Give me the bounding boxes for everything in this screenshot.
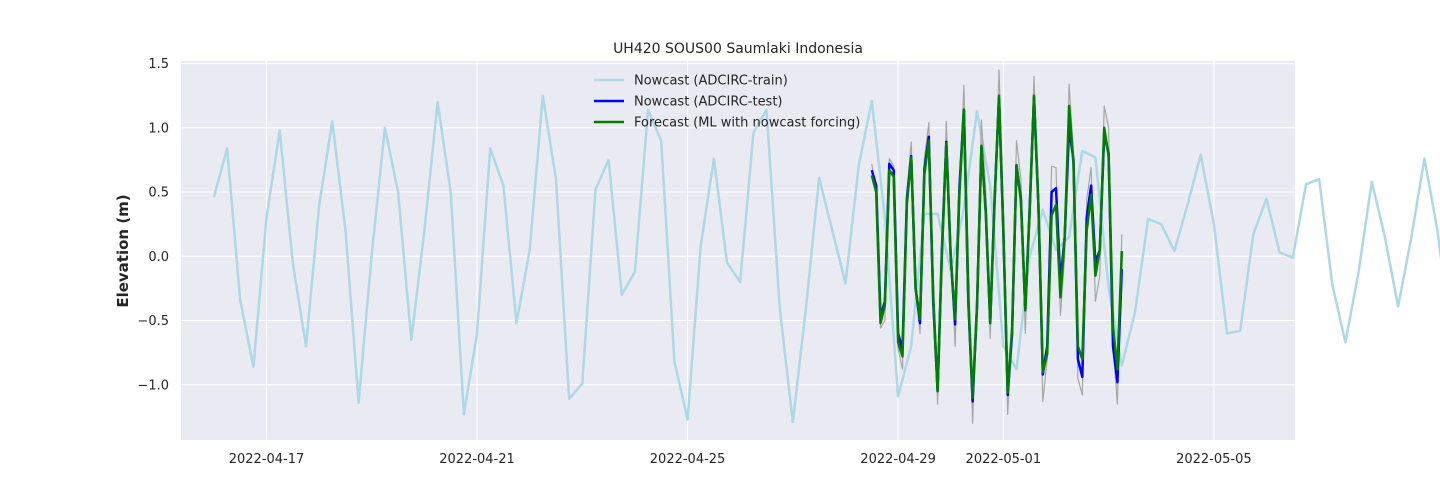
legend-label: Forecast (ML with nowcast forcing) [634,116,860,131]
series-line-nowcast-adcirc-train [212,94,1440,424]
plot-area [181,61,1295,440]
legend-label: Nowcast (ADCIRC-test) [634,95,783,110]
y-axis: −1.0 −0.5 0.0 0.5 1.0 1.5 [137,57,169,393]
legend-label: Nowcast (ADCIRC-train) [634,74,788,89]
series-layer [212,69,1440,424]
y-tick-label: 1.5 [148,57,169,72]
chart-title: UH420 SOUS00 Saumlaki Indonesia [613,41,863,57]
x-tick-label: 2022-05-01 [966,452,1042,467]
y-tick-label: 0.5 [148,186,169,201]
x-tick-label: 2022-05-05 [1176,452,1252,467]
x-tick-label: 2022-04-29 [860,452,936,467]
series-line-forecast-ml-with-nowcast-forcing [870,94,1124,399]
x-tick-label: 2022-04-21 [439,452,515,467]
y-tick-label: −0.5 [137,314,169,329]
x-tick-label: 2022-04-17 [229,452,305,467]
legend: Nowcast (ADCIRC-train) Nowcast (ADCIRC-te… [594,74,860,131]
y-tick-label: −1.0 [137,378,169,393]
x-tick-label: 2022-04-25 [650,452,726,467]
y-axis-label: Elevation (m) [114,194,132,307]
y-tick-label: 1.0 [148,121,169,136]
y-tick-label: 0.0 [148,250,169,265]
x-axis: 2022-04-17 2022-04-21 2022-04-25 2022-04-29… [229,452,1252,467]
